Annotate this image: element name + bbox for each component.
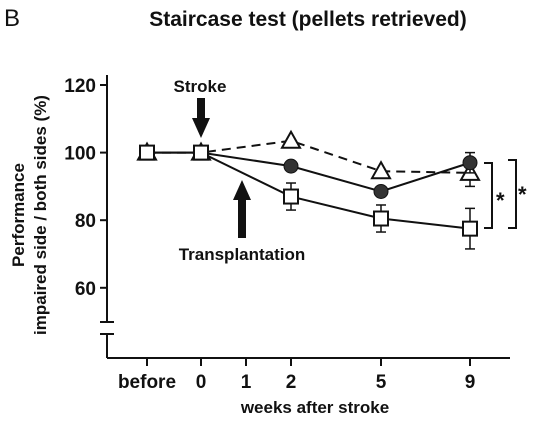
- x-tick-label-9: 9: [465, 372, 476, 393]
- y-tick-label-80: 80: [75, 211, 96, 232]
- data-point-square-open-0: [193, 144, 209, 161]
- series-layer: [136, 129, 481, 250]
- y-axis-label-line2: impaired side / both sides (%): [31, 95, 50, 335]
- x-tick-label-before: before: [118, 372, 176, 393]
- y-ticks: 60 80 100 120: [64, 76, 107, 300]
- y-tick-label-60: 60: [75, 279, 96, 300]
- significance-brackets: [484, 159, 517, 229]
- data-point-circle-filled-5: [373, 183, 389, 199]
- x-tick-label-0: 0: [196, 372, 207, 393]
- y-axis: [100, 75, 114, 358]
- series-square-open: [139, 144, 478, 250]
- significance-star-1: *: [496, 188, 505, 213]
- significance-star-2: *: [518, 182, 527, 207]
- x-tick-label-5: 5: [376, 372, 387, 393]
- stroke-label: Stroke: [174, 77, 227, 96]
- transplant-arrow: [233, 180, 251, 238]
- panel-label: B: [4, 5, 20, 32]
- y-axis-label-line1: Performance: [9, 163, 28, 267]
- y-tick-label-120: 120: [64, 76, 96, 97]
- series-line-square-open: [147, 151, 471, 230]
- x-tick-label-2: 2: [286, 372, 297, 393]
- data-point-square-open-before: [139, 144, 155, 161]
- y-tick-label-100: 100: [64, 144, 96, 165]
- data-point-square-open-2: [283, 188, 299, 205]
- data-point-square-open-5: [373, 210, 389, 227]
- data-point-triangle-open-5: [370, 160, 392, 180]
- x-ticks: before 0 1 2 5 9: [118, 358, 475, 393]
- data-point-circle-filled-9: [462, 155, 478, 171]
- series-triangle-open: [136, 129, 481, 188]
- data-point-square-open-9: [462, 220, 478, 237]
- x-tick-label-1: 1: [241, 372, 252, 393]
- data-point-circle-filled-2: [283, 158, 299, 174]
- data-point-triangle-open-2: [280, 129, 302, 149]
- stroke-arrow: [192, 98, 210, 138]
- chart-title: Staircase test (pellets retrieved): [149, 8, 466, 31]
- x-axis-label: weeks after stroke: [240, 398, 389, 417]
- transplant-label: Transplantation: [179, 245, 306, 264]
